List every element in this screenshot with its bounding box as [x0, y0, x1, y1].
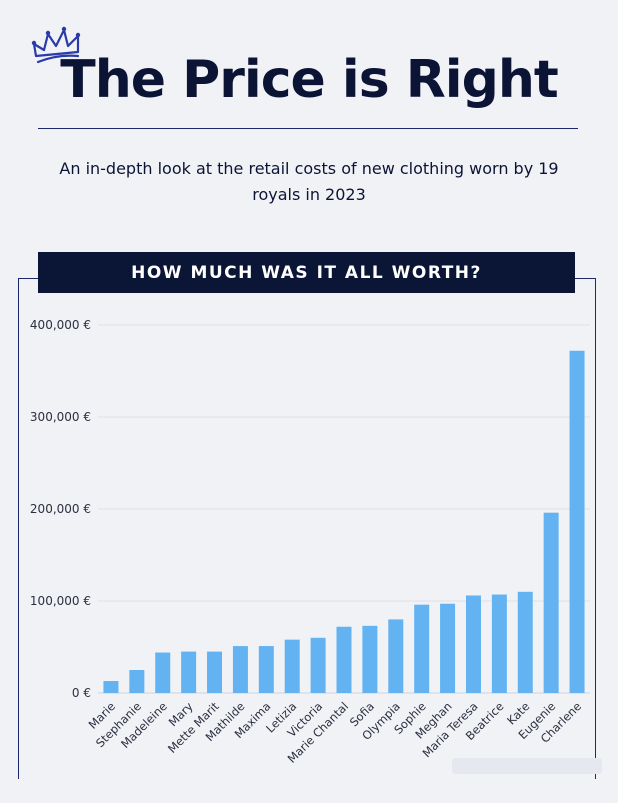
bar	[543, 512, 559, 693]
title-divider	[38, 128, 578, 129]
y-tick-label: 300,000 €	[30, 410, 91, 424]
page-title: The Price is Right	[60, 50, 558, 110]
bar	[155, 652, 171, 693]
bar	[465, 595, 481, 693]
bar	[232, 646, 248, 693]
bar	[569, 350, 585, 693]
y-tick-label: 400,000 €	[30, 318, 91, 332]
bar	[284, 639, 300, 693]
bar	[388, 619, 404, 693]
y-tick-label: 100,000 €	[30, 594, 91, 608]
bar	[414, 604, 430, 693]
bar	[129, 670, 145, 693]
y-tick-label: 0 €	[72, 686, 91, 700]
bar	[258, 646, 274, 693]
bar	[440, 603, 456, 693]
chart-banner: HOW MUCH WAS IT ALL WORTH?	[38, 252, 575, 293]
bar	[103, 681, 119, 693]
bar	[517, 591, 533, 693]
y-tick-label: 200,000 €	[30, 502, 91, 516]
page-subtitle: An in-depth look at the retail costs of …	[59, 159, 559, 204]
crown-icon	[31, 26, 81, 64]
bar	[336, 626, 352, 693]
bar	[207, 651, 223, 693]
bar	[362, 625, 378, 693]
bar	[491, 594, 507, 693]
bar	[181, 651, 197, 693]
bar	[310, 637, 326, 693]
watermark	[452, 758, 602, 774]
